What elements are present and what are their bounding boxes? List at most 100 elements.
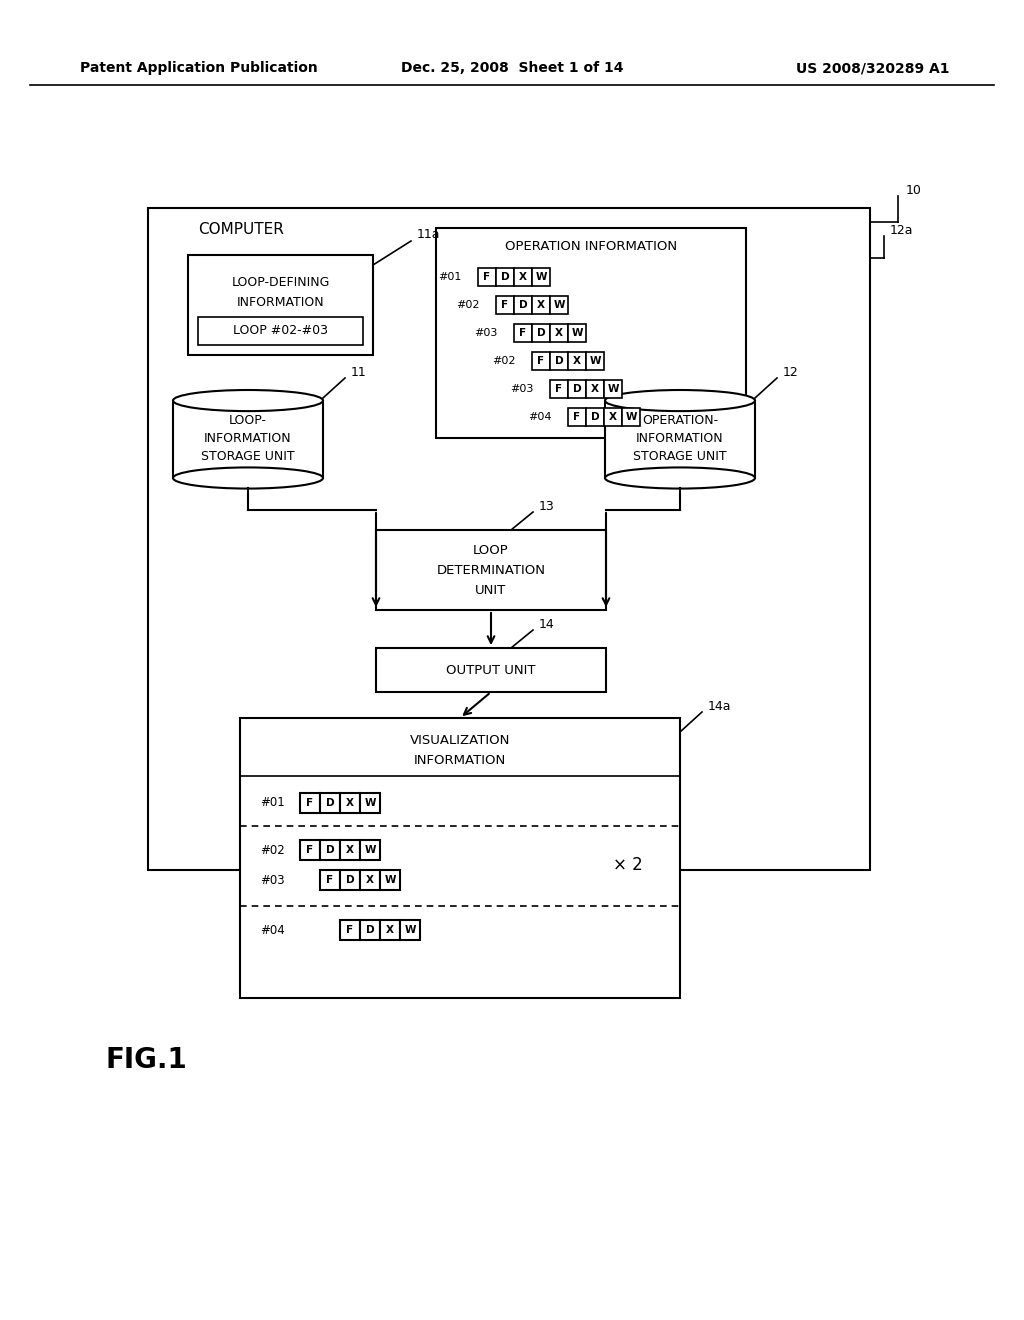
Text: W: W	[404, 925, 416, 935]
Text: #01: #01	[260, 796, 285, 809]
Text: 14: 14	[539, 618, 555, 631]
Text: Dec. 25, 2008  Sheet 1 of 14: Dec. 25, 2008 Sheet 1 of 14	[400, 61, 624, 75]
Text: 13: 13	[539, 499, 555, 512]
Text: DETERMINATION: DETERMINATION	[436, 564, 546, 577]
Bar	[198, 317, 362, 345]
Text: F: F	[306, 845, 313, 855]
Bar	[300, 793, 319, 813]
Bar	[532, 268, 550, 286]
Text: STORAGE UNIT: STORAGE UNIT	[633, 450, 727, 462]
Text: UNIT: UNIT	[475, 583, 507, 597]
Bar	[604, 380, 622, 399]
Bar	[568, 352, 586, 370]
Text: 12: 12	[783, 366, 799, 379]
Text: D: D	[591, 412, 599, 422]
Bar	[360, 840, 380, 861]
Text: W: W	[553, 300, 565, 310]
Text: #02: #02	[457, 300, 480, 310]
Text: #03: #03	[474, 327, 498, 338]
Bar	[514, 323, 532, 342]
Bar	[496, 268, 514, 286]
Text: 11a: 11a	[417, 228, 440, 242]
Text: F: F	[555, 384, 562, 393]
Text: INFORMATION: INFORMATION	[414, 754, 506, 767]
Text: X: X	[386, 925, 394, 935]
Text: 11: 11	[351, 366, 367, 379]
Text: INFORMATION: INFORMATION	[636, 432, 724, 445]
Text: #03: #03	[510, 384, 534, 393]
Bar	[400, 920, 420, 940]
Text: X: X	[591, 384, 599, 393]
Bar	[340, 920, 360, 940]
Text: D: D	[519, 300, 527, 310]
Bar	[514, 296, 532, 314]
Bar	[604, 408, 622, 426]
Text: W: W	[607, 384, 618, 393]
Bar	[496, 296, 514, 314]
Text: W: W	[365, 845, 376, 855]
Bar	[380, 920, 400, 940]
Text: X: X	[346, 799, 354, 808]
Text: W: W	[365, 799, 376, 808]
Text: X: X	[519, 272, 527, 282]
Ellipse shape	[605, 389, 755, 411]
Bar	[514, 268, 532, 286]
Text: 12a: 12a	[890, 223, 913, 236]
Text: F: F	[306, 799, 313, 808]
Text: #04: #04	[260, 924, 285, 936]
Bar	[550, 323, 568, 342]
Text: D: D	[537, 327, 546, 338]
Bar	[586, 408, 604, 426]
Bar	[478, 268, 496, 286]
Text: F: F	[573, 412, 581, 422]
Text: W: W	[384, 875, 395, 884]
Ellipse shape	[605, 467, 755, 488]
Bar	[376, 648, 606, 692]
Text: #02: #02	[493, 356, 516, 366]
Text: #02: #02	[260, 843, 285, 857]
Text: X: X	[366, 875, 374, 884]
Bar	[568, 323, 586, 342]
Text: LOOP-: LOOP-	[229, 414, 267, 428]
Text: F: F	[538, 356, 545, 366]
Text: D: D	[366, 925, 375, 935]
Text: #03: #03	[260, 874, 285, 887]
Text: FIG.1: FIG.1	[105, 1045, 186, 1074]
Bar	[436, 228, 746, 438]
Text: X: X	[573, 356, 581, 366]
Text: STORAGE UNIT: STORAGE UNIT	[201, 450, 295, 462]
Bar	[360, 793, 380, 813]
Bar	[550, 296, 568, 314]
Text: US 2008/320289 A1: US 2008/320289 A1	[797, 61, 950, 75]
Text: X: X	[346, 845, 354, 855]
Text: OPERATION INFORMATION: OPERATION INFORMATION	[505, 239, 677, 252]
Text: VISUALIZATION: VISUALIZATION	[410, 734, 510, 747]
Text: X: X	[537, 300, 545, 310]
Bar	[188, 255, 373, 355]
Text: 10: 10	[906, 183, 922, 197]
Bar	[319, 870, 340, 890]
Bar	[148, 209, 870, 870]
Ellipse shape	[173, 389, 323, 411]
Bar	[340, 870, 360, 890]
Text: D: D	[555, 356, 563, 366]
Text: OPERATION-: OPERATION-	[642, 414, 718, 428]
Text: W: W	[589, 356, 601, 366]
Text: D: D	[326, 845, 334, 855]
Text: OUTPUT UNIT: OUTPUT UNIT	[446, 664, 536, 676]
Bar	[586, 352, 604, 370]
Bar	[568, 380, 586, 399]
Bar	[319, 793, 340, 813]
Bar	[532, 352, 550, 370]
Bar	[173, 400, 323, 478]
Bar	[586, 380, 604, 399]
Bar	[360, 920, 380, 940]
Ellipse shape	[173, 467, 323, 488]
Bar	[622, 408, 640, 426]
Bar	[319, 840, 340, 861]
Bar	[532, 323, 550, 342]
Text: Patent Application Publication: Patent Application Publication	[80, 61, 317, 75]
Bar	[550, 380, 568, 399]
Text: INFORMATION: INFORMATION	[204, 432, 292, 445]
Text: W: W	[536, 272, 547, 282]
